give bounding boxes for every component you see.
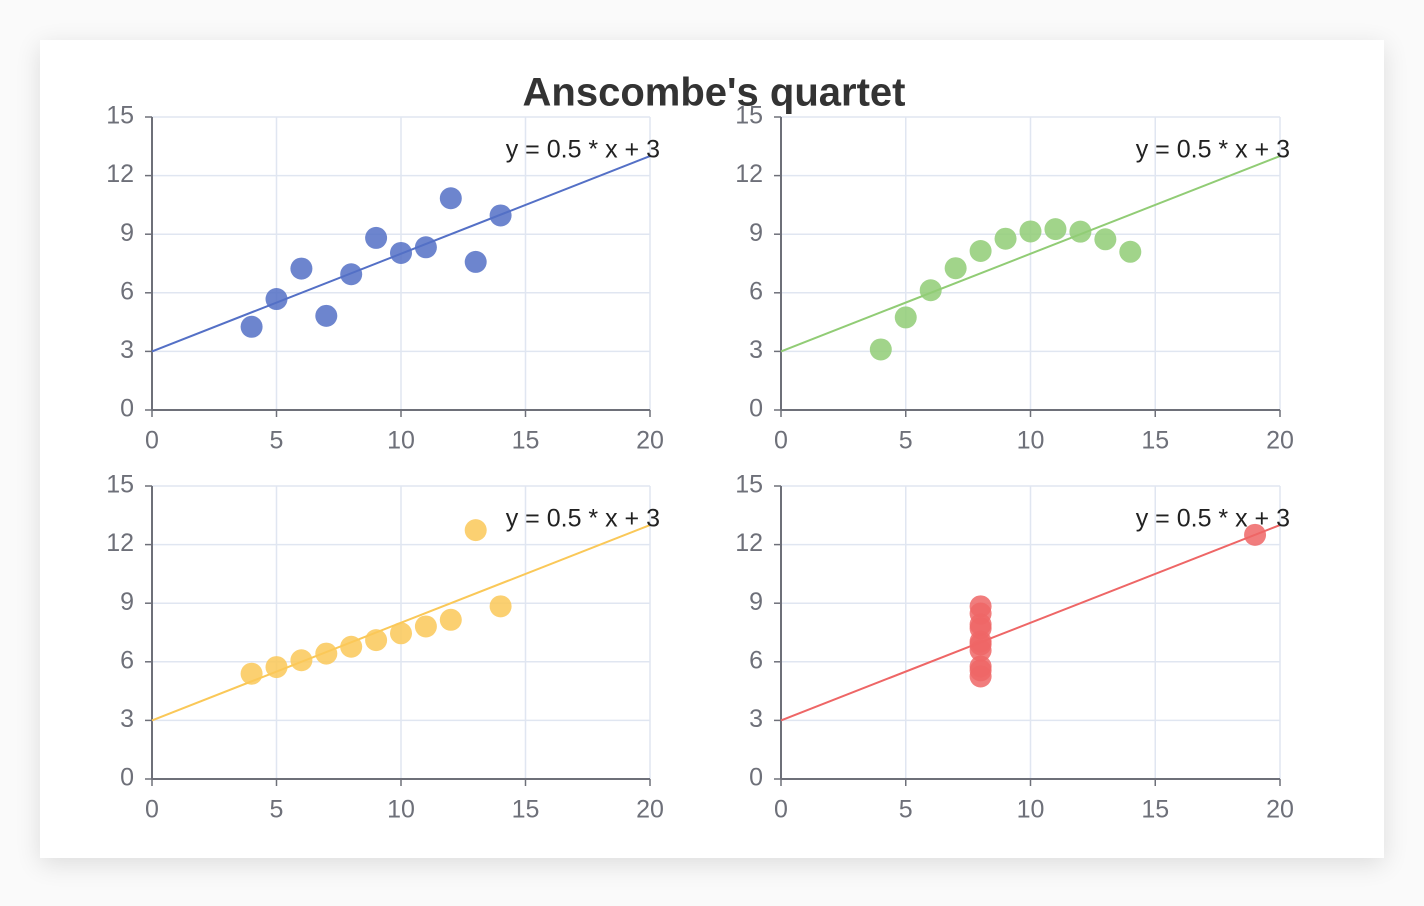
y-tick-label: 15 [106, 471, 134, 499]
point [340, 263, 363, 286]
fit-label: y = 0.5 * x + 3 [1136, 136, 1290, 164]
point [869, 338, 892, 361]
x-tick-label: 15 [1141, 796, 1169, 824]
point [969, 659, 992, 682]
point [414, 615, 437, 638]
fit-line [780, 524, 1281, 722]
y-tick-label: 15 [735, 102, 763, 130]
x-tick-label: 15 [512, 796, 540, 824]
point [919, 279, 942, 302]
point [365, 226, 388, 249]
y-tick-label: 6 [749, 277, 763, 305]
y-tick-label: 0 [120, 395, 134, 423]
x-tick-label: 20 [636, 427, 664, 455]
point [1044, 218, 1067, 241]
y-tick-label: 3 [749, 705, 763, 733]
x-tick-label: 0 [145, 796, 159, 824]
point [240, 662, 263, 685]
point [464, 519, 487, 542]
chart-title: Anscombe's quartet [523, 71, 906, 115]
point [1069, 220, 1092, 243]
y-tick-label: 12 [106, 160, 134, 188]
y-tick-label: 0 [749, 395, 763, 423]
point [290, 257, 313, 280]
x-tick-label: 20 [1266, 427, 1294, 455]
x-tick-label: 10 [1017, 796, 1045, 824]
y-tick-label: 12 [106, 529, 134, 557]
point [969, 239, 992, 262]
x-tick-label: 10 [387, 796, 415, 824]
point [489, 204, 512, 227]
y-tick-label: 6 [120, 277, 134, 305]
point [439, 608, 462, 631]
y-tick-label: 3 [120, 705, 134, 733]
x-tick-label: 10 [1017, 427, 1045, 455]
x-tick-label: 0 [774, 427, 788, 455]
point [414, 236, 437, 259]
fit-label: y = 0.5 * x + 3 [506, 136, 660, 164]
plot: 0 3 6 9 12 15 0 5 10 15 20 y = 0.5 * x + 3 [106, 471, 664, 824]
x-tick-label: 5 [270, 796, 284, 824]
plot: 0 3 6 9 12 15 0 5 10 15 20 y = 0.5 * x + 3 [106, 102, 664, 455]
point [1019, 220, 1042, 243]
point [340, 635, 363, 658]
point [1094, 228, 1117, 251]
fit-label: y = 0.5 * x + 3 [1136, 505, 1290, 533]
y-tick-label: 9 [749, 588, 763, 616]
x-tick-label: 5 [899, 427, 913, 455]
point [240, 315, 263, 338]
x-tick-label: 0 [774, 796, 788, 824]
point [894, 306, 917, 329]
point [969, 633, 992, 656]
x-tick-label: 5 [899, 796, 913, 824]
x-tick-label: 20 [636, 796, 664, 824]
y-tick-label: 12 [735, 529, 763, 557]
point [390, 622, 412, 645]
x-tick-label: 20 [1266, 796, 1294, 824]
point [265, 656, 288, 679]
point [390, 241, 412, 264]
point [464, 250, 487, 273]
point [1119, 240, 1142, 263]
x-tick-label: 10 [387, 427, 415, 455]
y-tick-label: 9 [120, 588, 134, 616]
y-tick-label: 6 [749, 646, 763, 674]
point [944, 257, 967, 280]
y-tick-label: 15 [735, 471, 763, 499]
point [365, 629, 388, 652]
y-tick-label: 0 [120, 764, 134, 792]
x-tick-label: 5 [270, 427, 284, 455]
point [994, 227, 1017, 250]
fit-label: y = 0.5 * x + 3 [506, 505, 660, 533]
point [439, 187, 462, 210]
y-tick-label: 0 [749, 764, 763, 792]
point [265, 288, 288, 311]
y-tick-label: 12 [735, 160, 763, 188]
point [489, 595, 512, 618]
point [315, 304, 338, 327]
point [290, 649, 313, 672]
plot: 0 3 6 9 12 15 0 5 10 15 20 y = 0.5 * x + 3 [735, 471, 1294, 824]
x-tick-label: 0 [145, 427, 159, 455]
y-tick-label: 3 [749, 336, 763, 364]
plot: 0 3 6 9 12 15 0 5 10 15 20 y = 0.5 * x + 3 [735, 102, 1294, 455]
x-tick-label: 15 [512, 427, 540, 455]
point [969, 613, 992, 636]
y-tick-label: 3 [120, 336, 134, 364]
y-tick-label: 6 [120, 646, 134, 674]
y-tick-label: 9 [120, 219, 134, 247]
y-tick-label: 15 [106, 102, 134, 130]
fit-line [780, 155, 1281, 353]
x-tick-label: 15 [1141, 427, 1169, 455]
point [315, 642, 338, 665]
point [1244, 523, 1267, 546]
y-tick-label: 9 [749, 219, 763, 247]
